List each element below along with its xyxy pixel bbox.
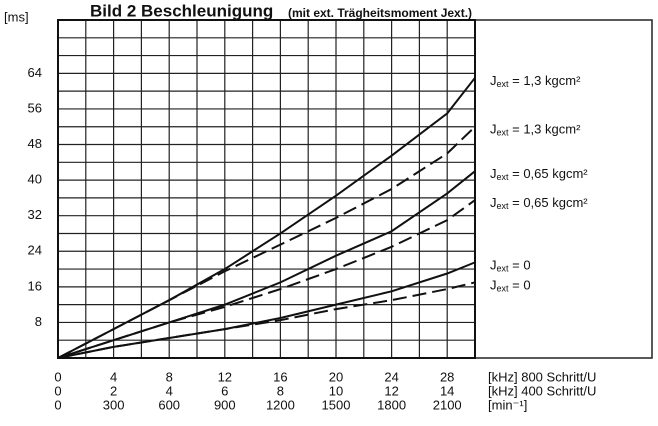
x-tick-label: 14	[440, 383, 454, 398]
series-label: Jext = 1,3 kgcm²	[490, 73, 581, 89]
y-tick-label: 56	[28, 100, 42, 115]
series-label: Jext = 0	[490, 258, 531, 274]
y-tick-label: 16	[28, 278, 42, 293]
x-tick-label: 10	[329, 383, 343, 398]
series-label: Jext = 0	[490, 278, 531, 294]
y-axis-label: [ms]	[4, 9, 29, 24]
x-tick-label: 24	[384, 369, 398, 384]
x-tick-label: 600	[158, 397, 180, 412]
x-tick-label: 0	[54, 369, 61, 384]
plot-frame	[57, 19, 476, 359]
x-tick-label: 1800	[377, 397, 406, 412]
x-tick-label: 12	[218, 369, 232, 384]
x-tick-label: 20	[329, 369, 343, 384]
x-tick-label: 300	[103, 397, 125, 412]
chart-subtitle: (mit ext. Trägheitsmoment Jext.)	[288, 6, 472, 20]
x-tick-label: 28	[440, 369, 454, 384]
x-tick-label: 8	[166, 369, 173, 384]
x-axis-unit: [kHz] 400 Schritt/U	[488, 383, 596, 398]
x-tick-label: 12	[384, 383, 398, 398]
label-panel	[474, 19, 653, 359]
series-line	[57, 261, 476, 359]
x-tick-label: 0	[54, 383, 61, 398]
series-label: Jext = 1,3 kgcm²	[490, 122, 581, 138]
series-line	[57, 126, 476, 359]
x-tick-label: 16	[273, 369, 287, 384]
series-label: Jext = 0,65 kgcm²	[490, 196, 588, 212]
x-tick-label: 4	[166, 383, 173, 398]
series-line	[57, 281, 476, 359]
x-axis-unit: [min⁻¹]	[488, 397, 527, 412]
y-tick-label: 24	[28, 243, 42, 258]
series-line	[57, 199, 476, 359]
chart-title: Bild 2 Beschleunigung	[90, 1, 273, 20]
y-tick-label: 8	[35, 314, 42, 329]
x-tick-label: 0	[54, 397, 61, 412]
series-label: Jext = 0,65 kgcm²	[490, 167, 588, 183]
y-tick-label: 64	[28, 65, 42, 80]
x-tick-label: 2100	[433, 397, 462, 412]
series-line	[57, 170, 476, 359]
x-tick-label: 6	[221, 383, 228, 398]
x-tick-label: 900	[214, 397, 236, 412]
x-axis-unit: [kHz] 800 Schritt/U	[488, 369, 596, 384]
x-tick-label: 4	[110, 369, 117, 384]
x-tick-label: 8	[277, 383, 284, 398]
x-tick-label: 2	[110, 383, 117, 398]
x-tick-label: 1200	[266, 397, 295, 412]
y-tick-label: 32	[28, 207, 42, 222]
y-tick-label: 40	[28, 172, 42, 187]
y-tick-label: 48	[28, 136, 42, 151]
x-tick-label: 1500	[322, 397, 351, 412]
